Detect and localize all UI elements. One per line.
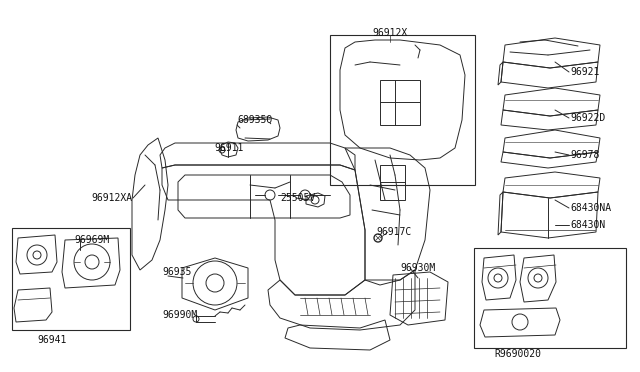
Text: 68430N: 68430N (570, 220, 605, 230)
Text: 96911: 96911 (214, 143, 243, 153)
Text: 68935Q: 68935Q (237, 115, 272, 125)
Bar (380, 80, 420, 125)
Text: 96912XA: 96912XA (91, 193, 132, 203)
Text: 96912X: 96912X (372, 28, 408, 38)
Text: 96990M: 96990M (162, 310, 197, 320)
Bar (12, 228, 130, 330)
Text: 96921: 96921 (570, 67, 600, 77)
Bar (474, 248, 626, 348)
Text: 96978: 96978 (570, 150, 600, 160)
Text: 96969M: 96969M (74, 235, 109, 245)
Text: R9690020: R9690020 (494, 349, 541, 359)
Bar (380, 165, 405, 200)
Text: 96917C: 96917C (376, 227, 412, 237)
Text: 68430NA: 68430NA (570, 203, 611, 213)
Text: 96935: 96935 (162, 267, 191, 277)
Text: 96941: 96941 (37, 335, 67, 345)
Bar (330, 35, 475, 185)
Text: 96930M: 96930M (400, 263, 435, 273)
Text: 96922D: 96922D (570, 113, 605, 123)
Text: 25505V: 25505V (280, 193, 316, 203)
